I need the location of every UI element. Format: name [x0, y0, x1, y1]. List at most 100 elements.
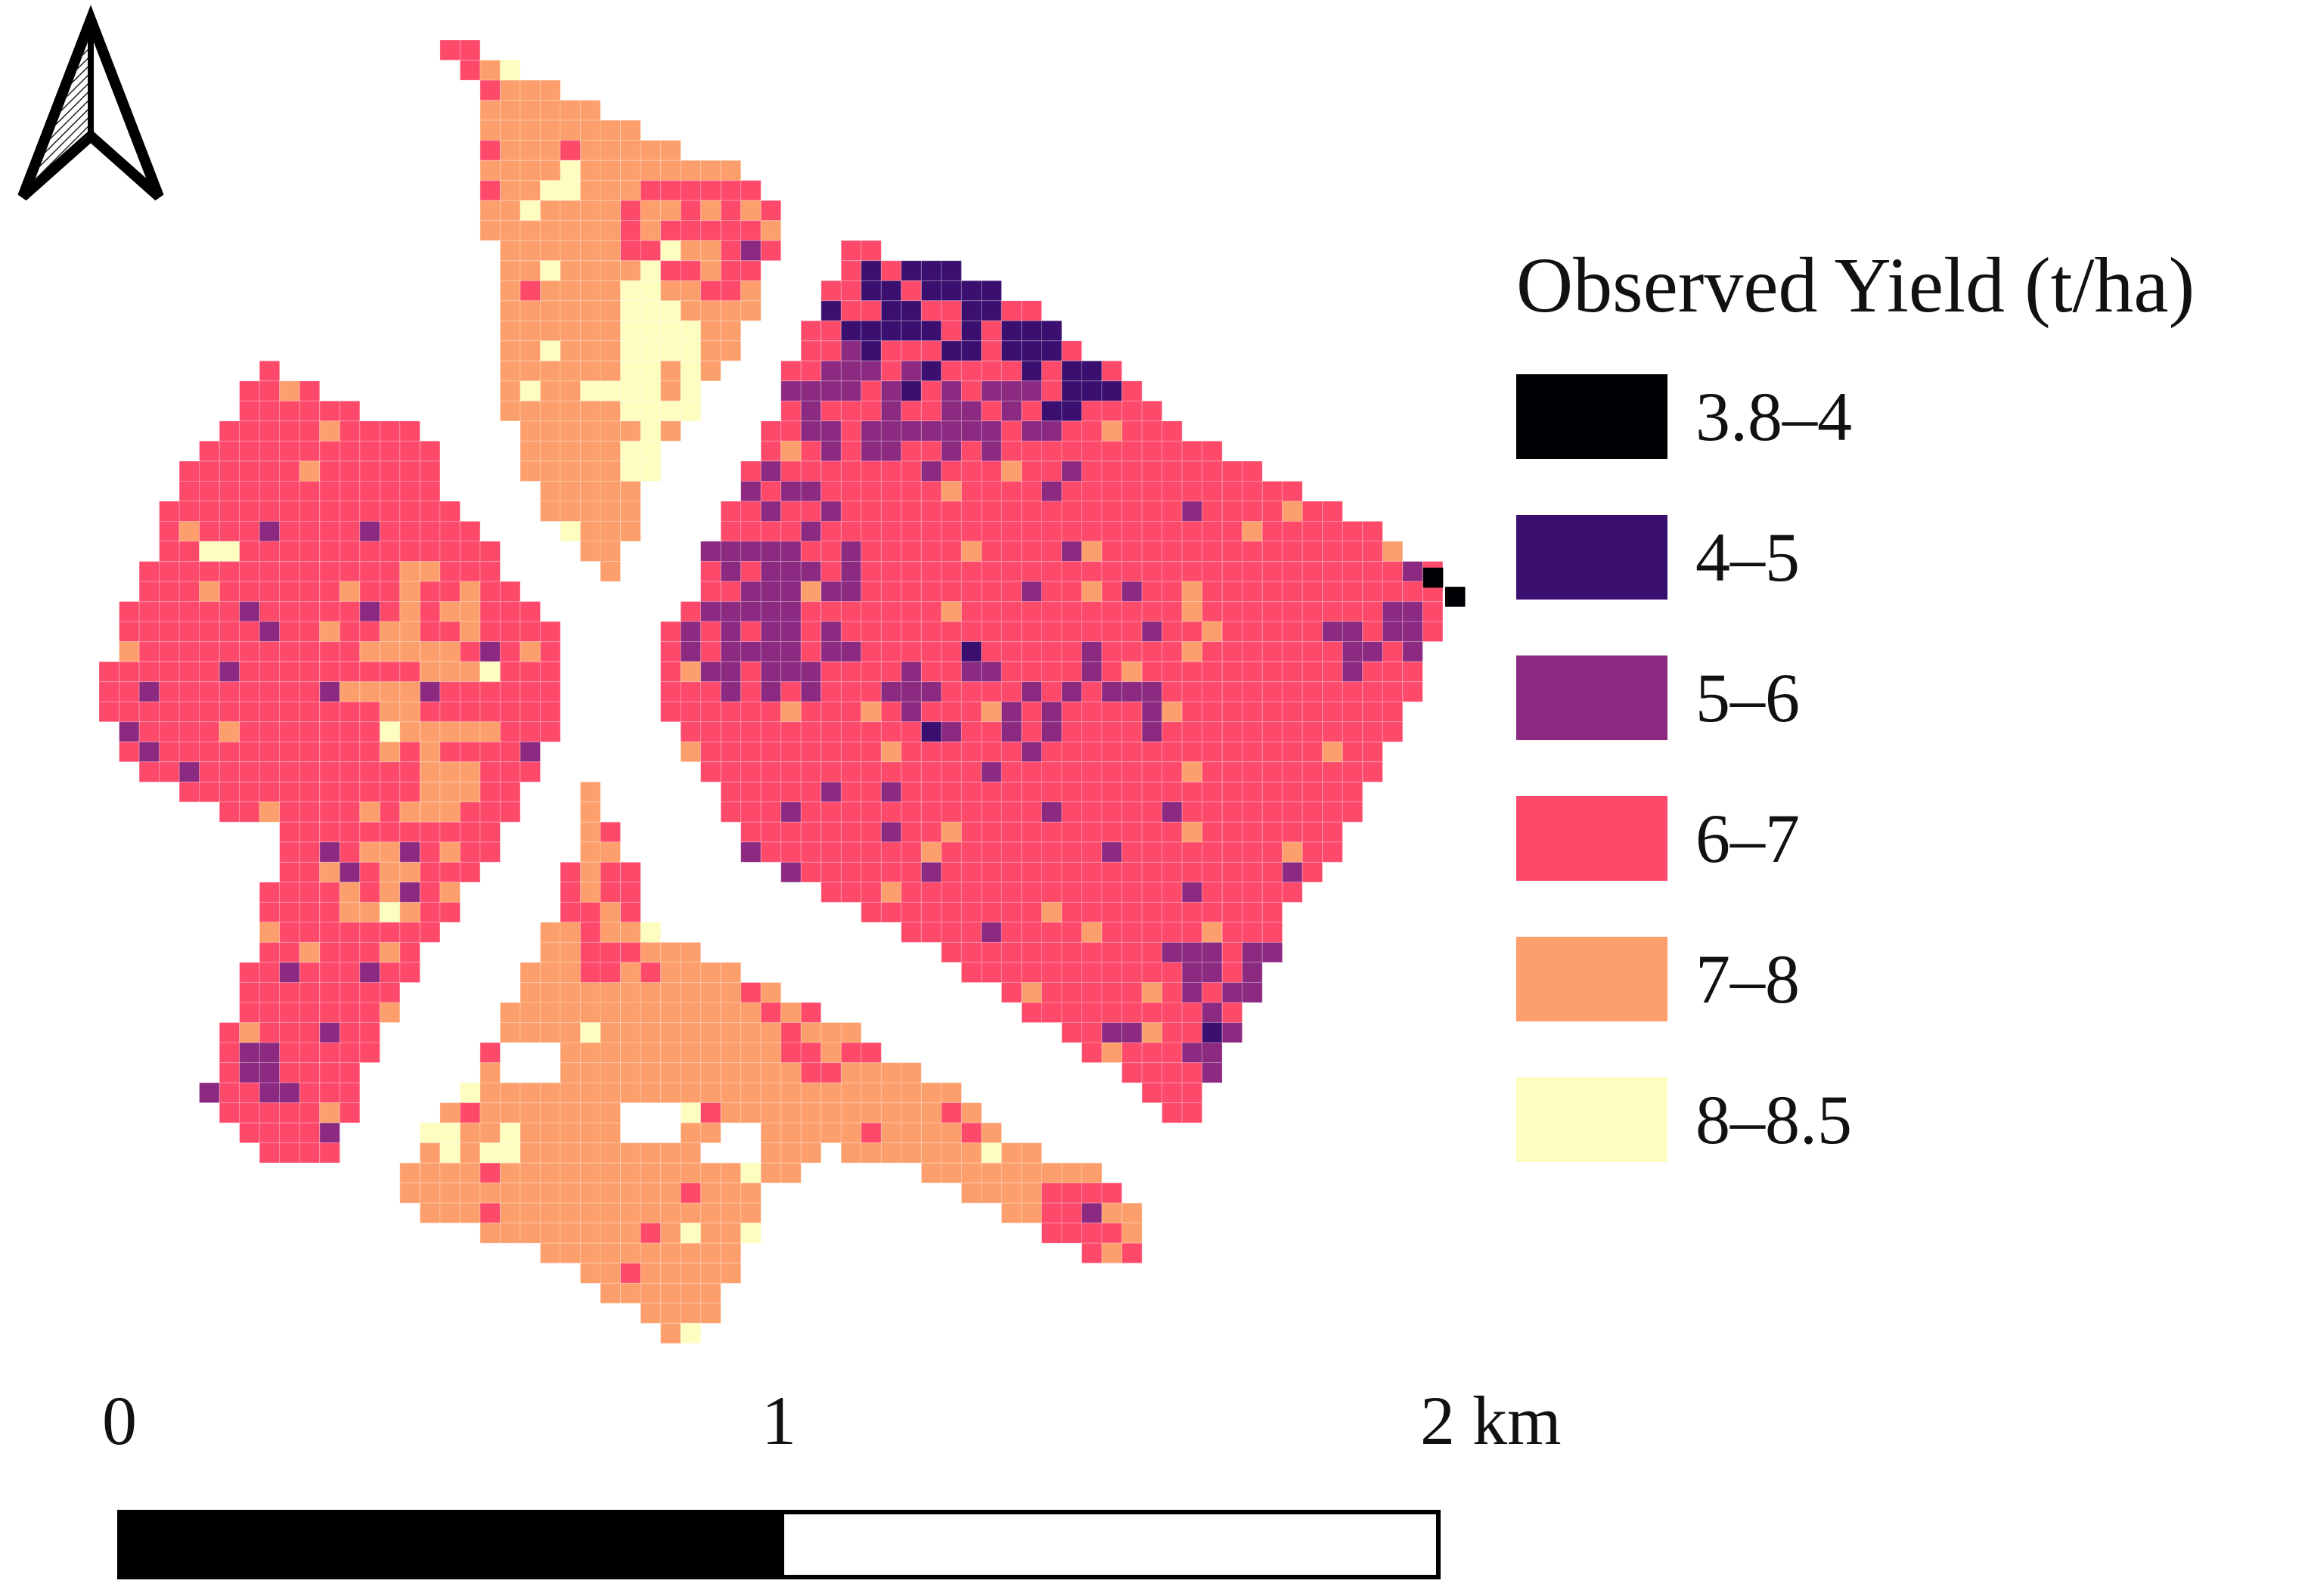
yield-cell [1141, 601, 1163, 622]
yield-cell [840, 521, 862, 542]
yield-cell [821, 641, 842, 662]
yield-cell [580, 140, 601, 161]
yield-cell [1242, 681, 1263, 702]
yield-cell [600, 420, 621, 442]
yield-cell [459, 1182, 481, 1204]
yield-cell [600, 541, 621, 562]
yield-cell [1282, 761, 1303, 783]
yield-cell [560, 941, 581, 963]
yield-cell [1021, 380, 1042, 401]
yield-cell [479, 1202, 501, 1224]
yield-cell [379, 841, 401, 863]
yield-cell [1061, 380, 1082, 401]
yield-cell [1162, 982, 1183, 1003]
yield-cell [1141, 761, 1163, 783]
yield-cell [359, 741, 380, 763]
yield-cell [1242, 500, 1263, 522]
yield-cell [1322, 801, 1343, 823]
yield-cell [319, 982, 340, 1003]
yield-cell [479, 180, 501, 201]
yield-cell [279, 841, 300, 863]
yield-cell [821, 601, 842, 622]
yield-cell [1342, 721, 1363, 742]
yield-cell [1202, 962, 1223, 983]
yield-cell [299, 440, 321, 462]
yield-cell [800, 380, 822, 401]
yield-cell [760, 701, 782, 723]
yield-cell [178, 521, 200, 542]
yield-cell [700, 1022, 721, 1043]
yield-cell [399, 681, 420, 702]
yield-cell [840, 541, 862, 562]
yield-cell [760, 1002, 782, 1023]
yield-cell [960, 1162, 982, 1184]
yield-cell [680, 1082, 702, 1104]
yield-cell [660, 200, 681, 222]
yield-cell [499, 701, 521, 723]
yield-cell [760, 741, 782, 763]
yield-cell [520, 260, 541, 281]
yield-cell [339, 440, 361, 462]
yield-cell [1000, 360, 1022, 382]
yield-cell [359, 882, 380, 903]
yield-cell [1000, 420, 1022, 442]
yield-cell [1261, 500, 1283, 522]
yield-cell [821, 280, 842, 302]
yield-cell [1101, 521, 1122, 542]
yield-cell [479, 1122, 501, 1144]
yield-cell [1261, 581, 1283, 603]
yield-cell [1301, 641, 1323, 662]
yield-cell [520, 160, 541, 181]
yield-cell [821, 861, 842, 883]
yield-cell [941, 621, 962, 643]
yield-cell [1041, 460, 1062, 482]
yield-cell [560, 300, 581, 321]
yield-cell [520, 140, 541, 161]
yield-cell [1162, 761, 1183, 783]
yield-cell [119, 681, 140, 702]
yield-cell [138, 641, 160, 662]
yield-cell [1081, 460, 1103, 482]
yield-cell [1342, 781, 1363, 803]
yield-cell [1141, 521, 1163, 542]
yield-cell [1041, 962, 1062, 983]
yield-cell [1202, 741, 1223, 763]
yield-cell [1061, 982, 1082, 1003]
yield-cell [299, 941, 321, 963]
yield-cell [1282, 882, 1303, 903]
yield-cell [1000, 601, 1022, 622]
yield-cell [1121, 581, 1143, 603]
yield-cell [178, 601, 200, 622]
yield-cell [1202, 861, 1223, 883]
yield-cell [239, 681, 260, 702]
yield-cell [459, 541, 481, 562]
yield-cell [399, 1162, 420, 1184]
yield-cell [981, 1162, 1002, 1184]
yield-cell [560, 440, 581, 462]
yield-cell [840, 581, 862, 603]
yield-cell [620, 1263, 641, 1284]
yield-cell [1021, 500, 1042, 522]
yield-cell [901, 440, 922, 462]
yield-cell [239, 400, 260, 422]
yield-cell [499, 220, 521, 241]
yield-cell [499, 1102, 521, 1123]
yield-cell [1162, 1082, 1183, 1104]
yield-cell [1141, 861, 1163, 883]
yield-cell [1041, 400, 1062, 422]
yield-cell [680, 641, 702, 662]
yield-cell [1081, 721, 1103, 742]
yield-cell [1101, 561, 1122, 582]
yield-cell [840, 320, 862, 342]
yield-cell [138, 681, 160, 702]
yield-cell [540, 320, 561, 342]
yield-cell [359, 901, 380, 923]
yield-cell [740, 841, 762, 863]
yield-cell [880, 1142, 902, 1164]
yield-cell [620, 500, 641, 522]
yield-cell [319, 400, 340, 422]
yield-cell [1061, 781, 1082, 803]
yield-cell [540, 200, 561, 222]
yield-cell [660, 260, 681, 281]
yield-cell [319, 1122, 340, 1144]
